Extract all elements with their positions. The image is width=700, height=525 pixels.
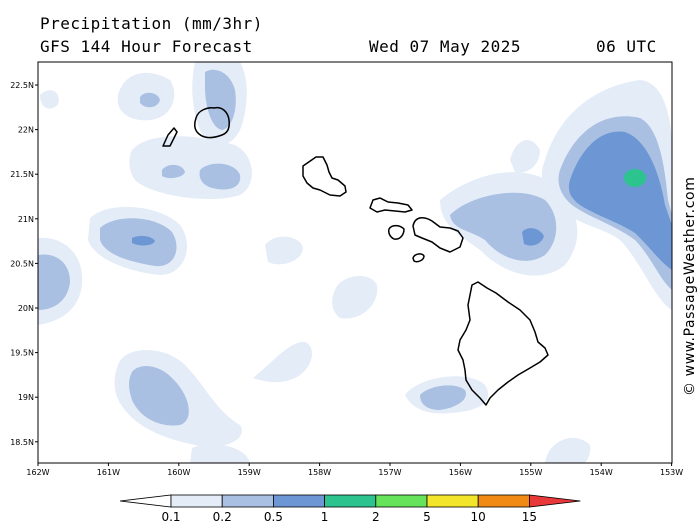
colorbar-segment	[375, 494, 428, 508]
lon-label: 159W	[238, 468, 261, 477]
lat-label: 19N	[18, 393, 34, 402]
copyright-text: © www.PassageWeather.com	[682, 177, 698, 396]
colorbar-segment	[170, 494, 223, 508]
colorbar-label: 0.1	[161, 510, 180, 524]
island-kahoolawe	[412, 253, 425, 263]
lon-label: 157W	[378, 468, 401, 477]
precip-band-0-5	[132, 131, 672, 270]
forecast-date: Wed 07 May 2025	[369, 37, 521, 56]
island-kauai	[194, 106, 230, 139]
lon-label: 161W	[97, 468, 120, 477]
colorbar-labels: 0.1 0.2 0.5 1 2 5 10 15	[161, 510, 537, 524]
colorbar-label: 10	[471, 510, 486, 524]
colorbar	[119, 494, 581, 508]
lat-label: 20N	[18, 304, 34, 313]
map-title: Precipitation (mm/3hr)	[40, 14, 263, 33]
colorbar-segment	[324, 494, 377, 508]
colorbar-segment	[426, 494, 479, 508]
forecast-label: GFS 144 Hour Forecast	[40, 37, 253, 56]
lon-label: 162W	[26, 468, 49, 477]
colorbar-label: 15	[522, 510, 537, 524]
island-niihau	[162, 127, 178, 147]
lon-label: 158W	[308, 468, 331, 477]
colorbar-segment	[119, 494, 172, 508]
colorbar-label: 0.2	[213, 510, 232, 524]
lat-label: 20.5N	[10, 259, 34, 268]
lat-label: 18.5N	[10, 438, 34, 447]
colorbar-label: 2	[372, 510, 380, 524]
lon-label: 156W	[449, 468, 472, 477]
colorbar-label: 1	[321, 510, 329, 524]
colorbar-label: 5	[423, 510, 431, 524]
precip-band-1	[624, 169, 646, 187]
latitude-axis	[35, 84, 38, 443]
longitude-axis	[37, 463, 673, 466]
lat-label: 19.5N	[10, 349, 34, 358]
colorbar-segment	[529, 494, 581, 508]
lon-label: 155W	[519, 468, 542, 477]
colorbar-segment	[221, 494, 274, 508]
colorbar-segment	[272, 494, 325, 508]
latitude-labels: 22.5N 22N 21.5N 21N 20.5N 20N 19.5N 19N 18.5N	[10, 81, 34, 447]
lon-label: 160W	[167, 468, 190, 477]
lat-label: 22N	[18, 126, 34, 135]
island-maui	[412, 216, 464, 253]
precip-band-0-1	[38, 62, 672, 463]
colorbar-segment	[477, 494, 530, 508]
lon-label: 153W	[660, 468, 683, 477]
longitude-labels: 162W 161W 160W 159W 158W 157W 156W 155W 154W 153W	[26, 468, 683, 477]
plot-frame	[37, 61, 673, 464]
lat-label: 21N	[18, 215, 34, 224]
island-hawaii	[457, 281, 549, 406]
forecast-time: 06 UTC	[596, 37, 657, 56]
island-oahu	[302, 156, 347, 197]
lat-label: 22.5N	[10, 81, 34, 90]
island-molokai	[369, 197, 413, 213]
precipitation-layer	[38, 62, 672, 463]
lon-label: 154W	[590, 468, 613, 477]
lat-label: 21.5N	[10, 170, 34, 179]
island-lanai	[388, 224, 405, 240]
islands	[162, 106, 549, 406]
colorbar-label: 0.5	[264, 510, 283, 524]
